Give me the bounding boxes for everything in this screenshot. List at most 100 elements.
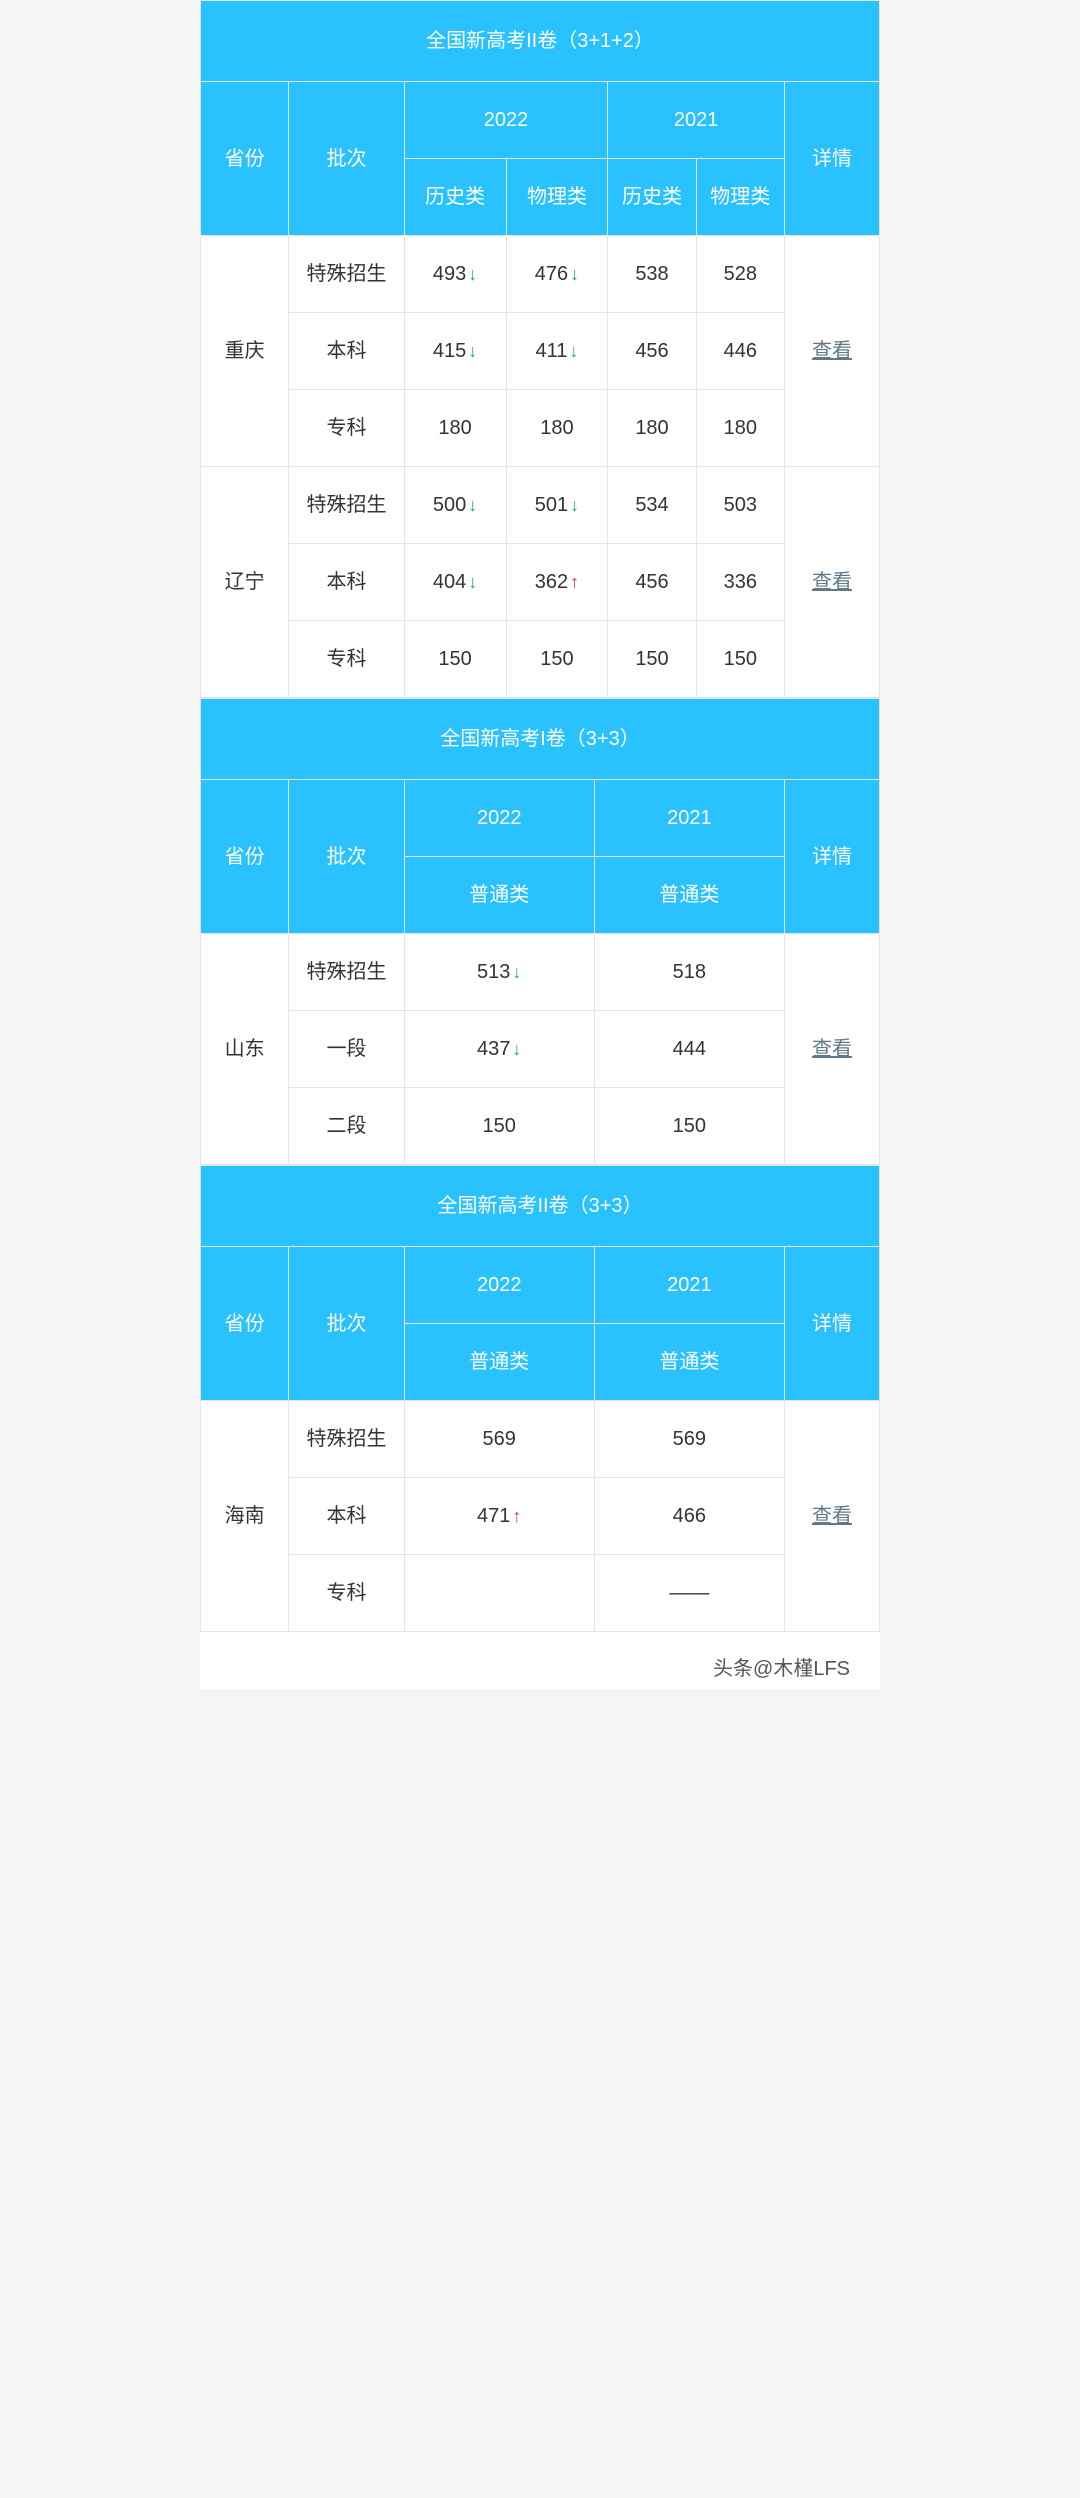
arrow-down-icon: ↓ [468, 572, 477, 592]
table-row: 海南 特殊招生 569 569 查看 [201, 1401, 880, 1478]
col-2021-history: 历史类 [608, 159, 696, 236]
table-row: 专科 150 150 150 150 [201, 621, 880, 698]
col-batch: 批次 [289, 82, 404, 236]
score-cell: 569 [594, 1401, 784, 1478]
score-cell: —— [594, 1555, 784, 1632]
table-row: 本科 404↓ 362↑ 456 336 [201, 544, 880, 621]
table-row: 专科 180 180 180 180 [201, 390, 880, 467]
col-2022: 2022 [404, 780, 594, 857]
score-cell: 437↓ [404, 1011, 594, 1088]
batch-cell: 特殊招生 [289, 467, 404, 544]
arrow-down-icon: ↓ [512, 1039, 521, 1059]
col-2021-general: 普通类 [594, 857, 784, 934]
col-province: 省份 [201, 1247, 289, 1401]
col-2021: 2021 [594, 780, 784, 857]
score-cell: 513↓ [404, 934, 594, 1011]
province-cell: 辽宁 [201, 467, 289, 698]
section2-title: 全国新高考I卷（3+3） [201, 699, 880, 780]
batch-cell: 本科 [289, 313, 404, 390]
col-province: 省份 [201, 780, 289, 934]
score-cell: 476↓ [506, 236, 608, 313]
score-cell: 471↑ [404, 1478, 594, 1555]
batch-cell: 专科 [289, 1555, 404, 1632]
col-2021-physics: 物理类 [696, 159, 784, 236]
arrow-down-icon: ↓ [468, 495, 477, 515]
score-cell: 411↓ [506, 313, 608, 390]
page-container: 全国新高考II卷（3+1+2） 省份 批次 2022 2021 详情 历史类 物… [200, 0, 880, 1689]
score-cell: 150 [404, 621, 506, 698]
batch-cell: 特殊招生 [289, 1401, 404, 1478]
score-cell: 404↓ [404, 544, 506, 621]
score-cell: 150 [608, 621, 696, 698]
score-cell: 150 [404, 1088, 594, 1165]
batch-cell: 特殊招生 [289, 934, 404, 1011]
arrow-down-icon: ↓ [569, 341, 578, 361]
score-cell: 466 [594, 1478, 784, 1555]
score-cell: 150 [594, 1088, 784, 1165]
view-link[interactable]: 查看 [784, 934, 879, 1165]
score-cell: 501↓ [506, 467, 608, 544]
score-cell: 180 [506, 390, 608, 467]
table-row: 山东 特殊招生 513↓ 518 查看 [201, 934, 880, 1011]
col-details: 详情 [784, 82, 879, 236]
view-link[interactable]: 查看 [784, 236, 879, 467]
table-row: 二段 150 150 [201, 1088, 880, 1165]
score-cell [404, 1555, 594, 1632]
table-row: 辽宁 特殊招生 500↓ 501↓ 534 503 查看 [201, 467, 880, 544]
arrow-down-icon: ↓ [468, 264, 477, 284]
score-cell: 444 [594, 1011, 784, 1088]
arrow-up-icon: ↑ [570, 572, 579, 592]
arrow-down-icon: ↓ [570, 495, 579, 515]
col-2021: 2021 [594, 1247, 784, 1324]
score-cell: 456 [608, 544, 696, 621]
score-cell: 180 [608, 390, 696, 467]
score-cell: 538 [608, 236, 696, 313]
score-cell: 500↓ [404, 467, 506, 544]
col-2022-general: 普通类 [404, 1324, 594, 1401]
batch-cell: 本科 [289, 544, 404, 621]
score-cell: 180 [404, 390, 506, 467]
table-section3: 全国新高考II卷（3+3） 省份 批次 2022 2021 详情 普通类 普通类… [200, 1165, 880, 1632]
col-2021: 2021 [608, 82, 785, 159]
score-cell: 518 [594, 934, 784, 1011]
score-cell: 534 [608, 467, 696, 544]
col-2022-physics: 物理类 [506, 159, 608, 236]
score-cell: 446 [696, 313, 784, 390]
table-section1: 全国新高考II卷（3+1+2） 省份 批次 2022 2021 详情 历史类 物… [200, 0, 880, 698]
col-province: 省份 [201, 82, 289, 236]
table-row: 本科 415↓ 411↓ 456 446 [201, 313, 880, 390]
col-2022-general: 普通类 [404, 857, 594, 934]
batch-cell: 一段 [289, 1011, 404, 1088]
arrow-down-icon: ↓ [468, 341, 477, 361]
batch-cell: 专科 [289, 390, 404, 467]
view-link[interactable]: 查看 [784, 1401, 879, 1632]
col-2021-general: 普通类 [594, 1324, 784, 1401]
score-cell: 415↓ [404, 313, 506, 390]
section3-title: 全国新高考II卷（3+3） [201, 1166, 880, 1247]
view-link[interactable]: 查看 [784, 467, 879, 698]
score-cell: 456 [608, 313, 696, 390]
col-2022: 2022 [404, 1247, 594, 1324]
col-details: 详情 [784, 780, 879, 934]
col-batch: 批次 [289, 780, 404, 934]
table-row: 本科 471↑ 466 [201, 1478, 880, 1555]
score-cell: 493↓ [404, 236, 506, 313]
score-cell: 336 [696, 544, 784, 621]
batch-cell: 特殊招生 [289, 236, 404, 313]
footer-attribution: 头条@木槿LFS [200, 1632, 880, 1689]
score-cell: 569 [404, 1401, 594, 1478]
col-2022: 2022 [404, 82, 608, 159]
score-cell: 180 [696, 390, 784, 467]
table-row: 重庆 特殊招生 493↓ 476↓ 538 528 查看 [201, 236, 880, 313]
arrow-down-icon: ↓ [570, 264, 579, 284]
score-cell: 528 [696, 236, 784, 313]
col-batch: 批次 [289, 1247, 404, 1401]
arrow-down-icon: ↓ [512, 962, 521, 982]
province-cell: 重庆 [201, 236, 289, 467]
arrow-up-icon: ↑ [512, 1506, 521, 1526]
section1-title: 全国新高考II卷（3+1+2） [201, 1, 880, 82]
score-cell: 503 [696, 467, 784, 544]
score-cell: 150 [696, 621, 784, 698]
batch-cell: 专科 [289, 621, 404, 698]
col-2022-history: 历史类 [404, 159, 506, 236]
